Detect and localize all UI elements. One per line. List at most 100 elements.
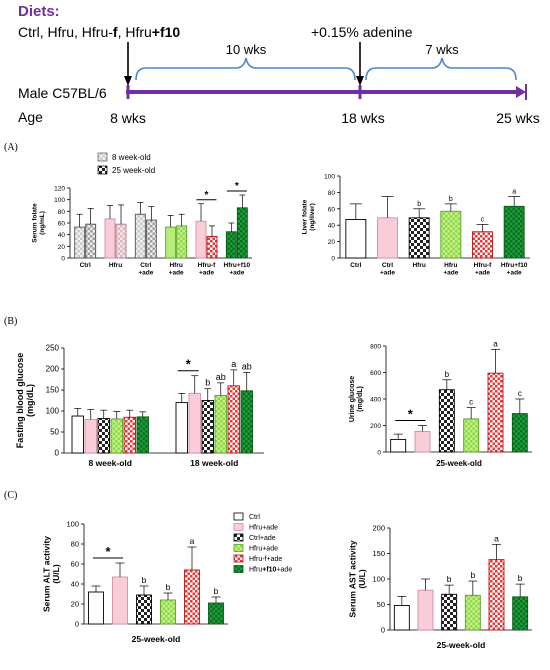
bar — [511, 413, 528, 453]
x-tick-label: Hfru +ade — [443, 262, 458, 277]
stat-letter: a — [512, 189, 516, 196]
x-axis-label: 25-week-old — [437, 640, 486, 650]
fasting-glucose-chart: 0 50 100 150 200 250 Fasting blood glucose(mg/… — [15, 344, 264, 468]
y-tick-label: 100 — [372, 575, 385, 584]
bar — [97, 418, 110, 454]
age-tick-25: 25 wks — [496, 110, 540, 126]
brace-icon — [135, 57, 356, 81]
bar — [393, 605, 410, 631]
y-tick-label: 120 — [54, 186, 65, 193]
x-tick-label: Hfru+f10 +ade — [224, 262, 251, 277]
bar — [503, 205, 525, 259]
bar — [123, 416, 136, 454]
legend-label: Ctrl — [249, 514, 260, 521]
x-tick-label: Hfru-f +ade — [198, 262, 217, 277]
bar — [84, 418, 97, 454]
y-tick-label: 100 — [324, 174, 335, 181]
stat-letter: b — [417, 201, 421, 208]
bar — [85, 223, 97, 259]
y-tick-label: 40 — [71, 580, 79, 589]
stat-letter: ab — [242, 361, 252, 371]
legend-label: 25 week-old — [112, 166, 155, 175]
stat-letter: a — [493, 339, 498, 348]
y-tick-label: 20 — [58, 244, 66, 251]
stat-letter: b — [205, 378, 210, 388]
span-7wks-label: 7 wks — [425, 42, 459, 57]
y-tick-label: 250 — [46, 344, 60, 353]
bar — [390, 438, 407, 453]
y-tick-label: 0 — [381, 626, 385, 635]
stat-letter: ab — [216, 372, 226, 382]
legend-label: Hfru+ade — [249, 546, 278, 553]
y-tick-label: 100 — [54, 197, 65, 204]
age-label: Age — [18, 109, 43, 125]
significance-marker: * — [186, 357, 192, 372]
bar — [487, 372, 504, 453]
arrow-down-icon — [356, 42, 364, 86]
y-tick-label: 20 — [328, 239, 336, 246]
y-tick-label: 800 — [370, 344, 381, 351]
diets-title: Diets: — [18, 3, 60, 20]
y-tick-label: 200 — [370, 423, 381, 430]
bar — [414, 431, 431, 453]
bar — [236, 207, 248, 259]
stat-letter: a — [190, 536, 195, 546]
x-tick-label: Ctrl — [80, 262, 91, 269]
y-tick-label: 50 — [377, 600, 385, 609]
y-axis-label: Serum ALT activity(U/L) — [41, 536, 61, 612]
stat-letter: b — [445, 370, 450, 379]
legend-swatch — [233, 533, 244, 542]
legend-label: Hfru+f10+ade — [249, 567, 292, 574]
adenine-label: +0.15% adenine — [311, 24, 413, 40]
significance-marker: * — [105, 544, 111, 559]
y-axis-label: Fasting blood glucose(mg/dL) — [15, 353, 35, 449]
timeline-axis — [126, 84, 527, 100]
y-tick-label: 60 — [328, 206, 336, 213]
panel-label-c: (C) — [4, 490, 17, 501]
y-tick-label: 20 — [71, 600, 79, 609]
stat-letter: c — [481, 216, 485, 223]
bar — [134, 213, 146, 259]
stat-letter: c — [469, 398, 473, 407]
x-tick-label: Hfru-f +ade — [474, 262, 493, 277]
bar — [472, 231, 493, 259]
significance-marker: * — [408, 407, 414, 422]
bar — [201, 400, 214, 454]
y-tick-label: 50 — [50, 428, 59, 437]
x-axis-label: 25-week-old — [436, 459, 482, 468]
y-tick-label: 60 — [58, 221, 66, 228]
y-tick-label: 100 — [66, 520, 79, 529]
bar — [115, 223, 127, 259]
y-tick-label: 0 — [55, 449, 60, 458]
bar — [184, 569, 200, 625]
liver-folate-chart: 0 20 40 60 80 100 Liver folate(ng/liver) Ctrl Ct… — [301, 174, 530, 277]
bar — [188, 392, 201, 454]
x-tick-label: Hfru — [412, 262, 425, 269]
stat-letter: a — [231, 359, 236, 369]
serum-alt-chart: 0 20 40 60 80 100 Serum ALT activity(U/L) b b a b 2… — [41, 512, 292, 644]
bar — [112, 576, 128, 625]
bar — [208, 602, 224, 625]
serum-folate-chart: 0 20 40 60 80 100 120 Serum folate(ng/mL) Ctrl Hf… — [31, 152, 252, 277]
bar — [71, 415, 84, 454]
bar — [377, 217, 398, 259]
stat-letter: c — [518, 389, 522, 398]
mouse-strain-label: Male C57BL/6 — [18, 85, 107, 101]
panel-label-b: (B) — [4, 316, 17, 327]
stat-letter: b — [166, 582, 171, 592]
x-tick-label: Ctrl +ade — [138, 262, 153, 277]
y-tick-label: 150 — [46, 386, 60, 395]
age-tick-18: 18 wks — [341, 110, 385, 126]
bar — [206, 235, 218, 259]
bar — [227, 385, 240, 454]
y-tick-label: 0 — [331, 256, 335, 263]
bar — [240, 390, 253, 454]
bar — [175, 402, 188, 454]
stat-letter: b — [214, 586, 219, 596]
x-tick-label: Hfru — [109, 262, 122, 269]
bar — [488, 559, 505, 631]
legend-label: Hfru-f+ade — [249, 556, 282, 563]
legend-label: 8 week-old — [112, 153, 151, 162]
panel-label-a: (A) — [4, 142, 18, 153]
